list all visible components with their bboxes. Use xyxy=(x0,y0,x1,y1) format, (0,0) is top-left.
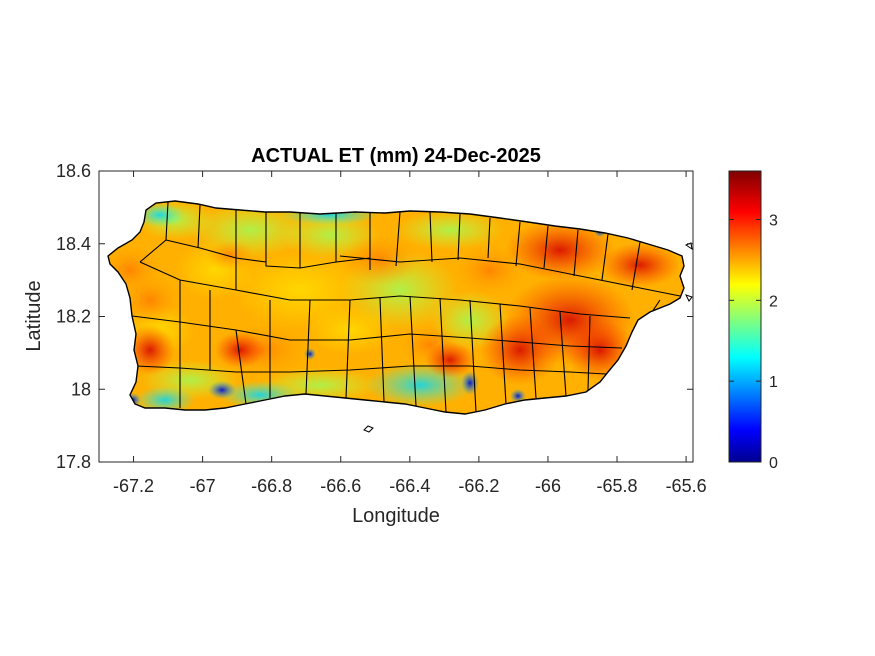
x-tick-label: -65.8 xyxy=(597,476,638,496)
y-tick-label: 17.8 xyxy=(56,452,91,472)
municipal-boundaries xyxy=(131,201,681,413)
colorbar-tick-label: 2 xyxy=(769,293,778,310)
x-tick-label: -66.2 xyxy=(458,476,499,496)
colorbar xyxy=(728,170,762,463)
y-axis-ticks: 17.8 18 18.2 18.4 18.6 xyxy=(56,161,693,472)
x-tick-label: -66.4 xyxy=(389,476,430,496)
x-tick-label: -67.2 xyxy=(113,476,154,496)
x-tick-label: -65.6 xyxy=(666,476,707,496)
chart-title: ACTUAL ET (mm) 24-Dec-2025 xyxy=(251,145,541,167)
colorbar-ticks: 0 1 2 3 xyxy=(729,213,778,472)
y-tick-label: 18.2 xyxy=(56,307,91,327)
x-tick-label: -66.6 xyxy=(320,476,361,496)
x-tick-label: -66 xyxy=(535,476,561,496)
x-axis-label: Longitude xyxy=(352,505,440,527)
y-tick-label: 18 xyxy=(71,379,91,399)
x-axis-ticks: -67.2 -67 -66.8 -66.6 -66.4 -66.2 -66 -65.8 -65.… xyxy=(113,171,707,496)
colorbar-tick-label: 3 xyxy=(769,213,778,230)
colorbar-tick-label: 1 xyxy=(769,374,778,391)
y-axis-label: Latitude xyxy=(23,280,45,351)
x-tick-label: -67 xyxy=(190,476,216,496)
y-tick-label: 18.6 xyxy=(56,161,91,181)
y-tick-label: 18.4 xyxy=(56,234,91,254)
x-tick-label: -66.8 xyxy=(251,476,292,496)
colorbar-tick-label: 0 xyxy=(769,455,778,472)
